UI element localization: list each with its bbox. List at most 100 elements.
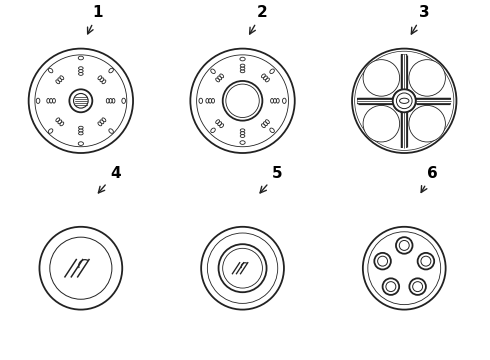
Ellipse shape <box>218 122 221 126</box>
Ellipse shape <box>78 69 83 72</box>
Circle shape <box>413 282 422 292</box>
Circle shape <box>368 232 441 305</box>
Circle shape <box>207 233 278 303</box>
Ellipse shape <box>409 105 445 142</box>
Ellipse shape <box>363 60 400 96</box>
Circle shape <box>201 227 284 310</box>
Ellipse shape <box>106 99 109 103</box>
Ellipse shape <box>270 99 273 103</box>
Circle shape <box>352 49 457 153</box>
Ellipse shape <box>399 98 409 103</box>
Ellipse shape <box>98 122 102 126</box>
Ellipse shape <box>78 142 83 145</box>
Ellipse shape <box>78 56 83 60</box>
Ellipse shape <box>216 120 220 123</box>
Ellipse shape <box>109 129 113 133</box>
Circle shape <box>40 227 122 310</box>
Ellipse shape <box>262 124 265 128</box>
Ellipse shape <box>266 78 270 82</box>
Circle shape <box>363 227 445 310</box>
Ellipse shape <box>211 128 215 132</box>
Ellipse shape <box>60 76 64 80</box>
Ellipse shape <box>109 99 112 103</box>
Ellipse shape <box>102 80 106 84</box>
Ellipse shape <box>60 122 64 126</box>
Circle shape <box>421 256 431 266</box>
Ellipse shape <box>100 78 104 82</box>
Circle shape <box>223 81 262 121</box>
Ellipse shape <box>102 118 106 122</box>
Circle shape <box>403 90 406 92</box>
Ellipse shape <box>36 98 40 103</box>
Circle shape <box>374 253 391 269</box>
Circle shape <box>70 89 92 112</box>
Ellipse shape <box>409 60 445 96</box>
Ellipse shape <box>212 99 215 103</box>
Ellipse shape <box>100 120 104 124</box>
Circle shape <box>378 256 388 266</box>
Ellipse shape <box>199 98 203 103</box>
Text: 4: 4 <box>98 166 121 193</box>
Circle shape <box>403 109 406 112</box>
Circle shape <box>393 89 416 112</box>
Ellipse shape <box>58 120 62 124</box>
Ellipse shape <box>264 76 268 80</box>
Ellipse shape <box>262 74 265 78</box>
Ellipse shape <box>240 135 245 138</box>
Ellipse shape <box>98 76 102 80</box>
Circle shape <box>190 49 295 153</box>
Ellipse shape <box>220 124 223 128</box>
Ellipse shape <box>56 80 60 84</box>
Circle shape <box>28 49 133 153</box>
Circle shape <box>396 93 412 109</box>
Text: 1: 1 <box>88 5 103 34</box>
Ellipse shape <box>122 98 125 103</box>
Ellipse shape <box>78 67 83 69</box>
Ellipse shape <box>78 126 83 129</box>
Circle shape <box>383 278 399 295</box>
Circle shape <box>393 89 416 112</box>
Ellipse shape <box>218 76 221 80</box>
Ellipse shape <box>52 99 55 103</box>
Ellipse shape <box>220 74 223 78</box>
Ellipse shape <box>216 78 220 82</box>
Ellipse shape <box>112 99 115 103</box>
Ellipse shape <box>49 99 52 103</box>
Ellipse shape <box>276 99 279 103</box>
Ellipse shape <box>270 69 274 73</box>
Circle shape <box>219 244 267 292</box>
Ellipse shape <box>49 68 53 73</box>
Ellipse shape <box>240 132 245 135</box>
Ellipse shape <box>240 64 245 67</box>
Ellipse shape <box>240 141 245 144</box>
Ellipse shape <box>211 69 215 73</box>
Circle shape <box>222 248 263 288</box>
Ellipse shape <box>240 57 245 61</box>
Ellipse shape <box>240 67 245 70</box>
Ellipse shape <box>49 129 53 133</box>
Ellipse shape <box>266 120 270 123</box>
Ellipse shape <box>58 78 62 82</box>
Circle shape <box>417 253 434 269</box>
Ellipse shape <box>264 122 268 126</box>
Ellipse shape <box>270 128 274 132</box>
Circle shape <box>399 240 409 251</box>
Ellipse shape <box>282 98 286 103</box>
Ellipse shape <box>209 99 212 103</box>
Text: 3: 3 <box>411 5 429 34</box>
Ellipse shape <box>273 99 276 103</box>
Circle shape <box>226 84 259 117</box>
Ellipse shape <box>363 105 400 142</box>
Circle shape <box>74 94 88 108</box>
Text: 5: 5 <box>260 166 282 193</box>
Ellipse shape <box>78 129 83 132</box>
Circle shape <box>396 237 413 254</box>
Ellipse shape <box>78 72 83 75</box>
Text: 6: 6 <box>421 166 438 193</box>
Circle shape <box>396 93 412 109</box>
Ellipse shape <box>206 99 209 103</box>
Circle shape <box>393 99 395 102</box>
Circle shape <box>409 278 426 295</box>
Circle shape <box>413 99 416 102</box>
Text: 2: 2 <box>249 5 268 34</box>
